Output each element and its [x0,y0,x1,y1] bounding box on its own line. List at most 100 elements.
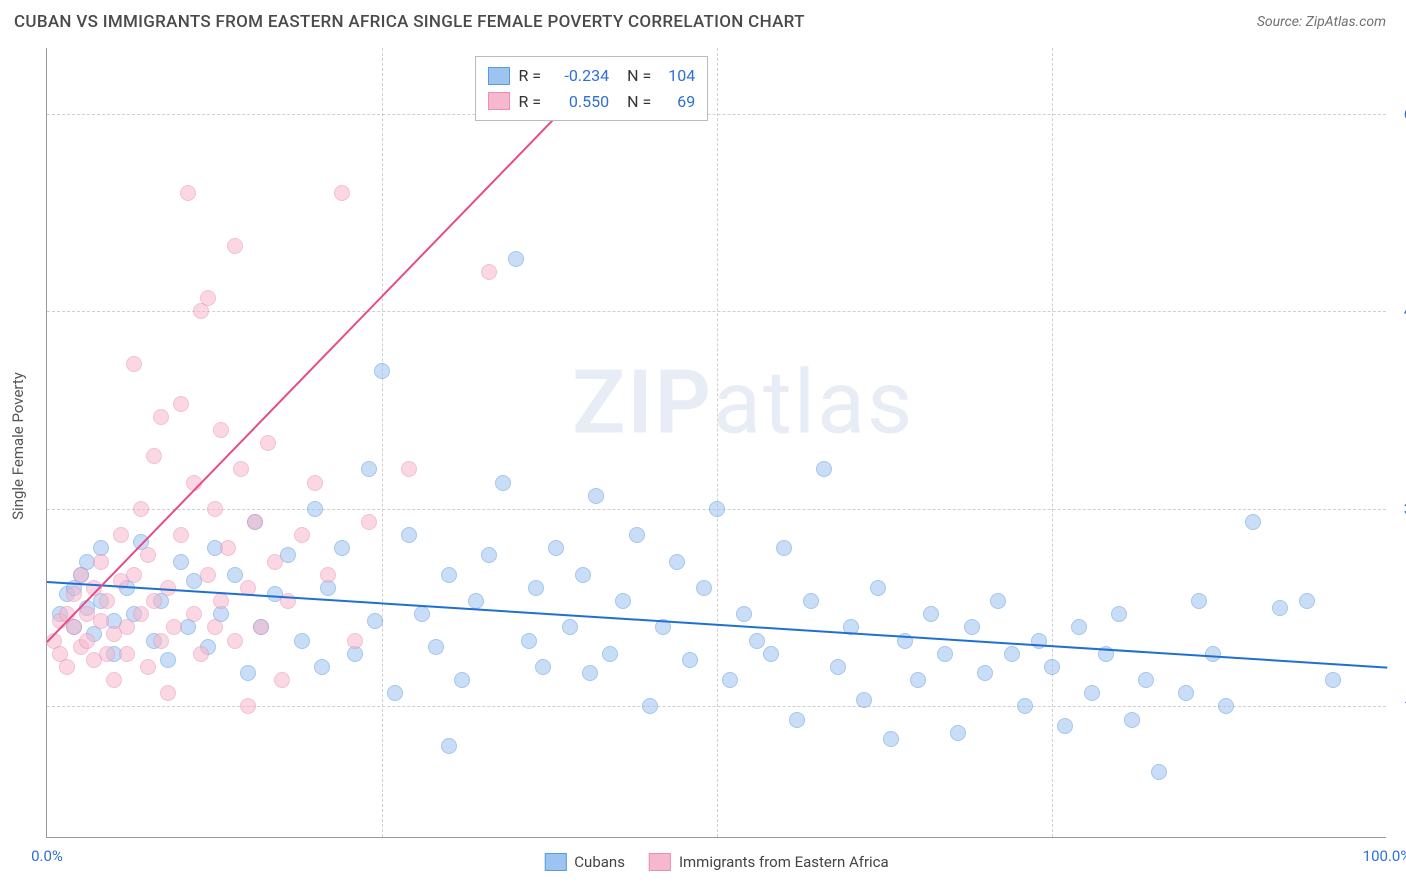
data-point [253,619,269,635]
data-point [207,619,223,635]
data-point [367,613,383,629]
data-point [1218,698,1234,714]
data-point [588,488,604,504]
data-point [66,586,82,602]
data-point [294,633,310,649]
data-point [387,685,403,701]
data-point [334,185,350,201]
data-point [481,547,497,563]
data-point [602,646,618,662]
data-point [119,619,135,635]
data-point [1111,606,1127,622]
data-point [146,593,162,609]
data-point [307,501,323,517]
legend-item: Immigrants from Eastern Africa [649,853,889,871]
data-point [133,501,149,517]
chart-title: CUBAN VS IMMIGRANTS FROM EASTERN AFRICA … [14,12,805,32]
data-point [977,665,993,681]
data-point [146,448,162,464]
data-point [441,738,457,754]
data-point [247,514,263,530]
data-point [870,580,886,596]
data-point [294,527,310,543]
data-point [749,633,765,649]
legend-swatch [544,853,566,871]
legend-label: Cubans [574,853,625,871]
stat-n-label: N = [627,63,651,89]
watermark-atlas: atlas [713,352,914,455]
data-point [119,646,135,662]
data-point [736,606,752,622]
data-point [696,580,712,596]
data-point [227,633,243,649]
stat-n-label: N = [627,89,651,115]
data-point [160,685,176,701]
data-point [126,567,142,583]
stat-r-label: R = [518,89,541,115]
data-point [374,363,390,379]
data-point [227,567,243,583]
data-point [1205,646,1221,662]
data-point [173,396,189,412]
data-point [910,672,926,688]
data-point [1017,698,1033,714]
y-tick-label: 30.0% [1392,500,1406,518]
data-point [582,665,598,681]
data-point [856,692,872,708]
watermark: ZIPatlas [572,352,914,455]
gridline-v [1052,48,1053,837]
data-point [66,619,82,635]
data-point [1138,672,1154,688]
data-point [682,652,698,668]
stat-n-value: 69 [659,89,695,115]
data-point [200,290,216,306]
data-point [274,672,290,688]
gridline-v [717,48,718,837]
data-point [160,652,176,668]
data-point [1299,593,1315,609]
data-point [361,461,377,477]
data-point [669,554,685,570]
x-tick-label: 0.0% [31,847,63,865]
correlation-stats-box: R =-0.234N =104R =0.550N =69 [475,56,708,121]
data-point [1004,646,1020,662]
data-point [173,527,189,543]
data-point [166,619,182,635]
series-legend: Cubans Immigrants from Eastern Africa [544,853,888,871]
data-point [73,567,89,583]
data-point [79,633,95,649]
data-point [153,409,169,425]
data-point [200,567,216,583]
data-point [1151,764,1167,780]
data-point [1057,718,1073,734]
data-point [1245,514,1261,530]
data-point [401,461,417,477]
data-point [213,593,229,609]
data-point [207,501,223,517]
data-point [1191,593,1207,609]
data-point [260,435,276,451]
y-tick-label: 15.0% [1392,697,1406,715]
data-point [495,475,511,491]
data-point [140,659,156,675]
data-point [59,659,75,675]
data-point [468,593,484,609]
data-point [803,593,819,609]
data-point [106,672,122,688]
gridline-v [382,48,383,837]
legend-swatch [488,92,510,110]
legend-label: Immigrants from Eastern Africa [679,853,889,871]
data-point [267,554,283,570]
legend-swatch [488,67,510,85]
data-point [789,712,805,728]
y-tick-label: 60.0% [1392,105,1406,123]
data-point [314,659,330,675]
data-point [1071,619,1087,635]
data-point [454,672,470,688]
data-point [441,567,457,583]
data-point [629,527,645,543]
data-point [562,619,578,635]
data-point [93,554,109,570]
data-point [240,698,256,714]
data-point [722,672,738,688]
